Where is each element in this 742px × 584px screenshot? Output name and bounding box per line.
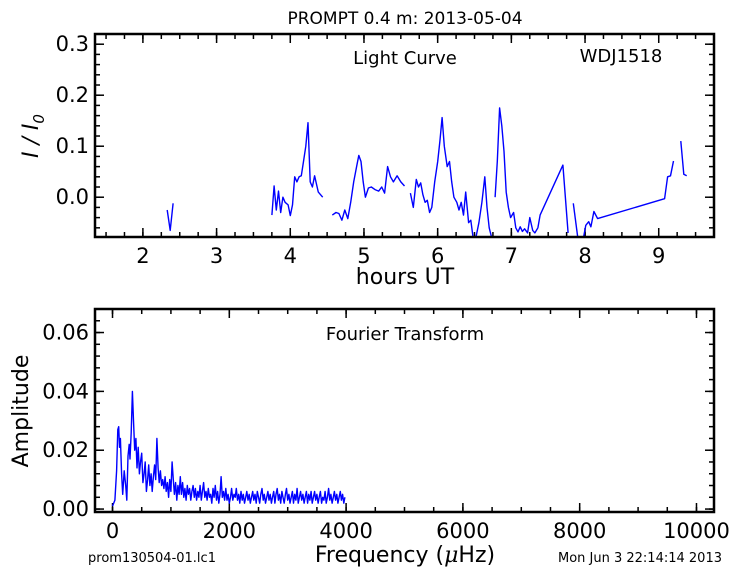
light-curve-series	[166, 107, 688, 238]
fourier-frame	[93, 307, 716, 514]
light-curve-frame	[93, 32, 716, 239]
fourier-xlabel: Frequency (μHz)	[315, 543, 495, 568]
light-curve-xtick-label: 9	[652, 244, 665, 268]
light-curve-xtick-label: 5	[357, 244, 370, 268]
light-curve-ytick-label: 0.2	[56, 83, 89, 107]
light-curve-xtick-label: 7	[505, 244, 518, 268]
footer-right: Mon Jun 3 22:14:14 2013	[558, 551, 722, 566]
fourier-xtick-label: 2000	[203, 519, 256, 543]
light-curve-ylabel-sub: 0	[30, 114, 48, 124]
fourier-ytick-label: 0.04	[42, 379, 89, 403]
light-curve-xtick-label: 8	[578, 244, 591, 268]
fourier-xtick-label: 4000	[319, 519, 372, 543]
light-curve-title: Light Curve	[353, 48, 457, 69]
light-curve-line-segment-7	[582, 160, 675, 238]
fourier-xtick-label: 0	[106, 519, 119, 543]
figure-title: PROMPT 0.4 m: 2013-05-04	[287, 9, 522, 29]
fourier-ytick-label: 0.00	[42, 497, 89, 521]
light-curve-line-segment-6	[572, 203, 579, 238]
light-curve-annotation: WDJ1518	[580, 46, 663, 67]
light-curve-line-segment-0	[166, 203, 174, 232]
light-curve-line-segment-3	[409, 116, 474, 238]
fourier-title: Fourier Transform	[326, 324, 484, 345]
fourier-ticks: 0 2000 4000 6000 8000 10000 0.00 0.02 0.04 0.06	[42, 308, 730, 543]
light-curve-xtick-label: 4	[284, 244, 297, 268]
light-curve-line-segment-8	[680, 141, 688, 177]
light-curve-ytick-label: 0.1	[56, 134, 89, 158]
fourier-ytick-label: 0.02	[42, 438, 89, 462]
fourier-series	[111, 390, 346, 507]
light-curve-xtick-label: 2	[136, 244, 149, 268]
fourier-xtick-label: 6000	[436, 519, 489, 543]
fourier-ytick-label: 0.06	[42, 321, 89, 345]
light-curve-ylabel: I / I0	[19, 114, 48, 158]
light-curve-ytick-label: 0.3	[56, 32, 89, 56]
fourier-xlabel-unit: Hz)	[458, 543, 495, 568]
light-curve-line-segment-5	[494, 107, 569, 234]
light-curve-xlabel: hours UT	[356, 265, 455, 290]
fourier-xtick-label: 8000	[553, 519, 606, 543]
light-curve-line-segment-4	[475, 176, 493, 238]
footer-left: prom130504-01.lc1	[88, 551, 216, 566]
light-curve-line-segment-1	[271, 121, 324, 217]
fourier-xtick-label: 10000	[663, 519, 730, 543]
light-curve-line-segment-2	[331, 154, 406, 221]
light-curve-ytick-label: 0.0	[56, 185, 89, 209]
fourier-xlabel-main: Frequency (	[315, 543, 444, 568]
light-curve-xtick-label: 6	[431, 244, 444, 268]
fourier-ylabel: Amplitude	[9, 355, 34, 468]
light-curve-ylabel-main: I / I	[19, 124, 44, 158]
fourier-line-segment-0	[111, 390, 346, 507]
fourier-xlabel-symbol: μ	[444, 543, 458, 568]
light-curve-panel: 2 3 4 5 6 7 8 9 0.0 0.1 0.2 0.3 Light Curve WDJ1518…	[19, 32, 716, 290]
fourier-panel: 0 2000 4000 6000 8000 10000 0.00 0.02 0.04 0.06 F…	[9, 307, 730, 568]
light-curve-xtick-label: 3	[210, 244, 223, 268]
